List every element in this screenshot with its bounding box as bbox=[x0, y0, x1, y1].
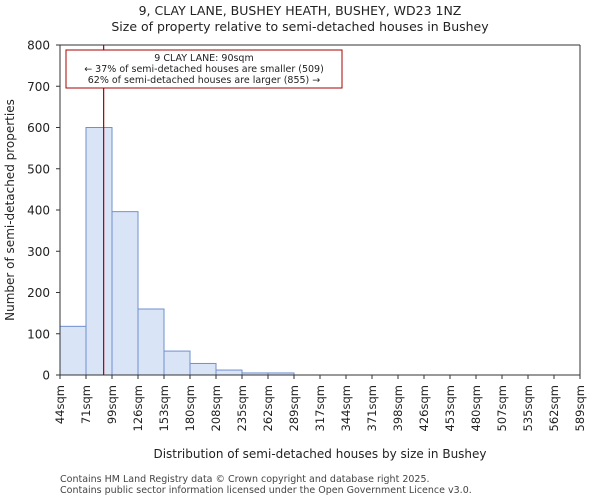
chart-title: 9, CLAY LANE, BUSHEY HEATH, BUSHEY, WD23… bbox=[138, 3, 462, 18]
y-tick-label: 100 bbox=[27, 327, 50, 341]
x-tick-label: 153sqm bbox=[157, 385, 171, 431]
x-tick-label: 562sqm bbox=[547, 385, 561, 431]
footer-copyright: Contains HM Land Registry data © Crown c… bbox=[60, 474, 430, 485]
x-tick-label: 44sqm bbox=[53, 385, 67, 424]
y-axis-label: Number of semi-detached properties bbox=[3, 99, 17, 321]
annotation-box bbox=[65, 49, 343, 89]
histogram-bar bbox=[163, 350, 191, 376]
y-tick-label: 300 bbox=[27, 245, 50, 259]
x-tick-label: 507sqm bbox=[495, 385, 509, 431]
x-tick-label: 71sqm bbox=[79, 385, 93, 424]
x-axis-label: Distribution of semi-detached houses by … bbox=[153, 447, 486, 461]
x-tick-label: 126sqm bbox=[131, 385, 145, 431]
y-tick-label: 200 bbox=[27, 286, 50, 300]
annotation-line: ← 37% of semi-detached houses are smalle… bbox=[84, 64, 324, 75]
y-tick-label: 800 bbox=[27, 39, 50, 53]
histogram-bar bbox=[215, 369, 243, 376]
histogram-bar bbox=[111, 211, 139, 376]
x-tick-label: 208sqm bbox=[209, 385, 223, 431]
histogram-bar bbox=[189, 362, 217, 376]
x-tick-label: 235sqm bbox=[235, 385, 249, 431]
x-tick-label: 180sqm bbox=[183, 385, 197, 431]
x-tick-label: 99sqm bbox=[105, 385, 119, 424]
x-tick-label: 480sqm bbox=[469, 385, 483, 431]
x-tick-label: 426sqm bbox=[417, 385, 431, 431]
y-tick-label: 500 bbox=[27, 162, 50, 176]
x-tick-label: 589sqm bbox=[573, 385, 587, 431]
annotation-line: 9 CLAY LANE: 90sqm bbox=[154, 53, 253, 64]
x-tick-label: 453sqm bbox=[443, 385, 457, 431]
x-tick-label: 535sqm bbox=[521, 385, 535, 431]
x-tick-label: 344sqm bbox=[339, 385, 353, 431]
y-tick-label: 700 bbox=[27, 80, 50, 94]
x-tick-label: 371sqm bbox=[365, 385, 379, 431]
y-tick-label: 600 bbox=[27, 121, 50, 135]
annotation-line: 62% of semi-detached houses are larger (… bbox=[88, 75, 321, 86]
footer-licence: Contains public sector information licen… bbox=[60, 485, 472, 496]
y-tick-label: 0 bbox=[42, 369, 50, 383]
x-tick-label: 289sqm bbox=[287, 385, 301, 431]
chart-subtitle: Size of property relative to semi-detach… bbox=[111, 19, 489, 34]
y-tick-label: 400 bbox=[27, 204, 50, 218]
x-tick-label: 398sqm bbox=[391, 385, 405, 431]
histogram-bar bbox=[137, 308, 165, 376]
histogram-bar bbox=[85, 127, 113, 376]
x-tick-label: 317sqm bbox=[313, 385, 327, 431]
histogram-bar bbox=[59, 325, 87, 376]
x-tick-label: 262sqm bbox=[261, 385, 275, 431]
